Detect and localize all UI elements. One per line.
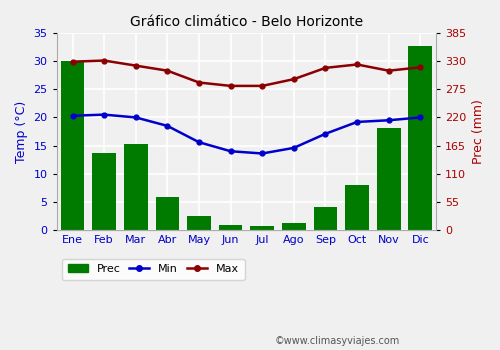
- Y-axis label: Prec (mm): Prec (mm): [472, 99, 485, 164]
- Bar: [187, 216, 211, 230]
- Bar: [92, 153, 116, 230]
- Bar: [377, 128, 400, 230]
- Legend: Prec, Min, Max: Prec, Min, Max: [62, 259, 244, 280]
- Bar: [60, 61, 84, 230]
- Bar: [219, 225, 242, 230]
- Title: Gráfico climático - Belo Horizonte: Gráfico climático - Belo Horizonte: [130, 15, 363, 29]
- Bar: [156, 197, 179, 230]
- Bar: [282, 223, 306, 230]
- Bar: [250, 226, 274, 230]
- Bar: [314, 206, 338, 230]
- Bar: [124, 144, 148, 230]
- Text: ©www.climasyviajes.com: ©www.climasyviajes.com: [275, 336, 400, 346]
- Bar: [408, 46, 432, 230]
- Y-axis label: Temp (°C): Temp (°C): [15, 100, 28, 163]
- Bar: [346, 185, 369, 230]
